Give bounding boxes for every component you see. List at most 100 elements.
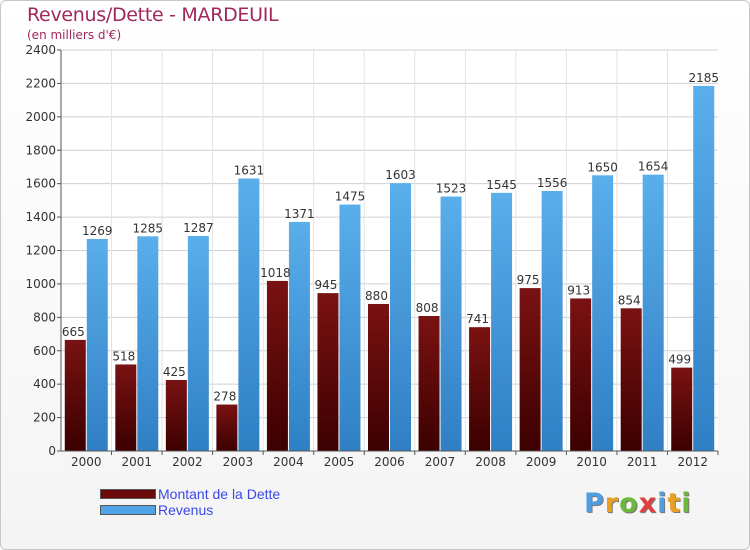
bar-dette-2009	[519, 288, 541, 451]
x-tick-label: 2003	[223, 455, 254, 469]
label-dette-2007: 808	[416, 301, 439, 315]
value-labels: 665 1269 518 1285 425 1287 278 1631 1018 1371 945 1…	[62, 71, 719, 404]
bar-revenus-2011	[642, 174, 664, 451]
bar-dette-2004	[266, 280, 288, 451]
bar-dette-2000	[64, 339, 86, 451]
legend-label-revenus: Revenus	[158, 502, 214, 518]
label-revenus-2006: 1603	[385, 168, 416, 182]
logo-letter: i	[681, 488, 692, 519]
label-revenus-2000: 1269	[82, 224, 113, 238]
bar-revenus-2005	[339, 204, 361, 451]
y-tick-label: 1400	[25, 210, 56, 224]
logo-letter: i	[657, 488, 668, 519]
label-dette-2008: 741	[466, 312, 489, 326]
y-tick-label: 2000	[25, 110, 56, 124]
bar-dette-2008	[469, 327, 491, 451]
y-tick-label: 600	[33, 344, 56, 358]
label-revenus-2007: 1523	[436, 182, 467, 196]
x-tick-label: 2012	[677, 455, 708, 469]
y-tick-label: 800	[33, 310, 56, 324]
label-revenus-2003: 1631	[234, 163, 265, 177]
y-tick-label: 400	[33, 377, 56, 391]
legend-swatch-revenus	[100, 505, 156, 515]
label-dette-2012: 499	[668, 353, 691, 367]
label-dette-2006: 880	[365, 289, 388, 303]
x-tick-label: 2000	[71, 455, 102, 469]
label-dette-2003: 278	[213, 390, 236, 404]
bar-revenus-2012	[693, 85, 715, 452]
label-revenus-2008: 1545	[486, 178, 517, 192]
label-revenus-2010: 1650	[587, 160, 618, 174]
label-revenus-2004: 1371	[284, 207, 315, 221]
bar-dette-2003	[216, 404, 238, 451]
legend: Montant de la Dette Revenus	[100, 486, 280, 518]
bar-revenus-2010	[592, 175, 614, 451]
bar-dette-2010	[570, 298, 592, 451]
x-tick-label: 2004	[273, 455, 304, 469]
y-tick-label: 1000	[25, 277, 56, 291]
y-tick-label: 1800	[25, 143, 56, 157]
legend-item-revenus: Revenus	[100, 502, 280, 518]
bar-dette-2002	[165, 379, 187, 451]
x-tick-label: 2005	[324, 455, 355, 469]
logo-letter: P	[584, 488, 605, 519]
legend-swatch-debt	[100, 489, 156, 499]
proxiti-logo: Proxiti	[584, 488, 692, 519]
y-tick-label: 1200	[25, 244, 56, 258]
bar-dette-2011	[620, 308, 642, 451]
chart-subtitle: (en milliers d'€)	[27, 28, 122, 42]
logo-letter: o	[619, 488, 639, 519]
bar-revenus-2003	[238, 178, 260, 452]
logo-letter: r	[604, 488, 620, 519]
label-revenus-2005: 1475	[335, 190, 366, 204]
x-tick-label: 2007	[425, 455, 456, 469]
x-tick-label: 2008	[475, 455, 506, 469]
x-tick-label: 2001	[122, 455, 153, 469]
label-dette-2002: 425	[163, 365, 186, 379]
label-revenus-2011: 1654	[638, 160, 669, 174]
x-tick-label: 2002	[172, 455, 203, 469]
bar-dette-2001	[115, 364, 137, 451]
logo-letter: x	[638, 488, 658, 519]
bar-revenus-2008	[491, 192, 513, 451]
axes: 0 200 400 600 800 1000 1200 1400 1600 1800 2000 220…	[25, 43, 719, 469]
label-dette-2011: 854	[618, 293, 641, 307]
x-tick-label: 2010	[576, 455, 607, 469]
bars	[64, 85, 715, 452]
x-tick-label: 2011	[627, 455, 658, 469]
bar-revenus-2006	[390, 183, 411, 452]
x-tick-label: 2006	[374, 455, 405, 469]
legend-item-debt: Montant de la Dette	[100, 486, 280, 502]
label-dette-2005: 945	[315, 278, 338, 292]
label-revenus-2001: 1285	[133, 221, 164, 235]
bar-revenus-2009	[541, 191, 563, 452]
legend-label-debt: Montant de la Dette	[158, 486, 281, 502]
y-tick-label: 2200	[25, 76, 56, 90]
label-dette-2000: 665	[62, 325, 85, 339]
label-dette-2009: 975	[517, 273, 540, 287]
label-dette-2010: 913	[567, 283, 590, 297]
y-tick-label: 0	[48, 444, 56, 458]
label-dette-2001: 518	[112, 349, 135, 363]
y-tick-label: 2400	[25, 43, 56, 57]
bar-revenus-2007	[440, 196, 462, 451]
y-tick-label: 1600	[25, 177, 56, 191]
bar-revenus-2002	[187, 235, 209, 451]
label-revenus-2002: 1287	[183, 221, 214, 235]
chart-title: Revenus/Dette - MARDEUIL	[27, 4, 279, 26]
bar-dette-2007	[418, 315, 440, 451]
bar-revenus-2004	[288, 221, 310, 451]
logo-letter: t	[667, 488, 682, 519]
bar-revenus-2000	[86, 238, 108, 451]
grid-lines	[61, 49, 718, 452]
x-tick-label: 2009	[526, 455, 557, 469]
label-revenus-2012: 2185	[688, 71, 719, 85]
label-revenus-2009: 1556	[537, 176, 568, 190]
bar-revenus-2001	[137, 236, 159, 451]
bar-dette-2006	[368, 303, 389, 451]
bar-dette-2005	[317, 293, 339, 451]
bar-dette-2012	[671, 367, 693, 451]
label-dette-2004: 1018	[260, 266, 291, 280]
y-tick-label: 200	[33, 411, 56, 425]
